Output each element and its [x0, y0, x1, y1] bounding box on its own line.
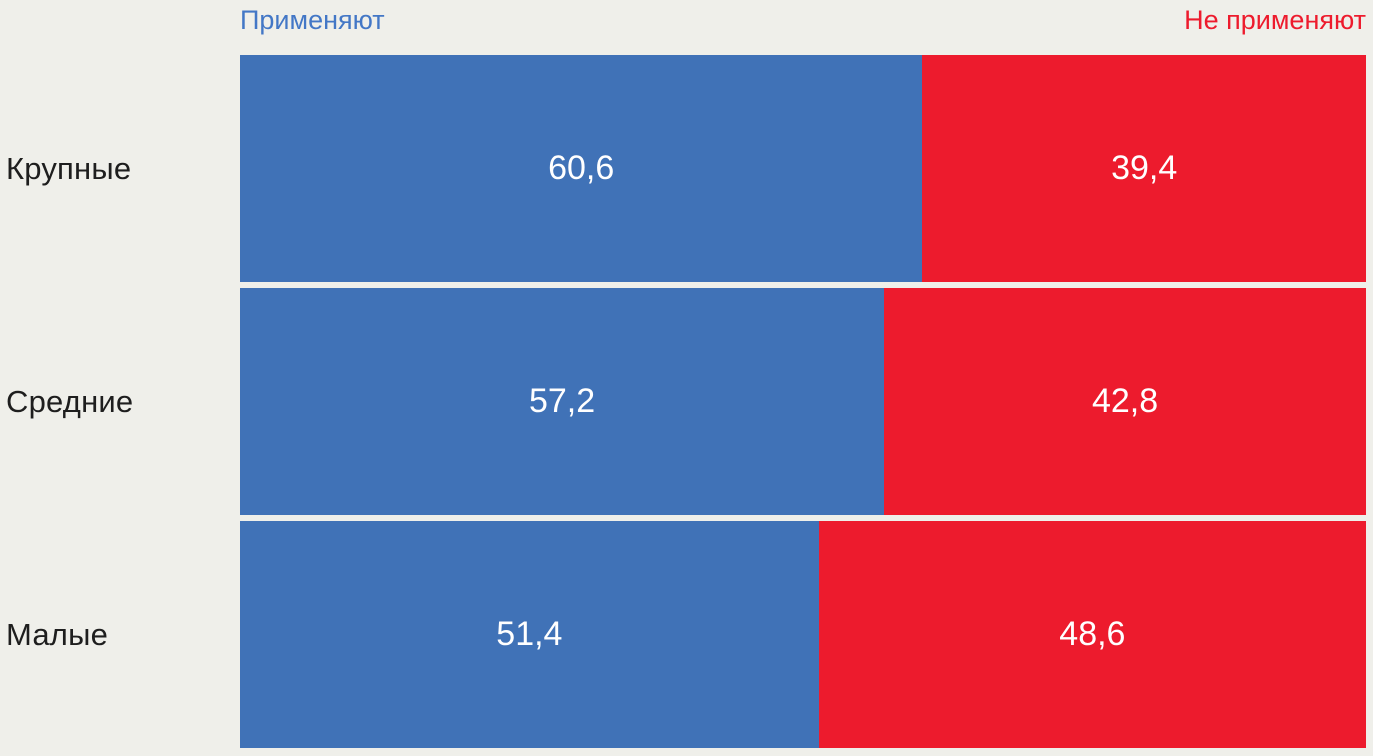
bar-large: 60,6 39,4 [240, 55, 1366, 282]
bar-segment-not-apply-small: 48,6 [818, 521, 1366, 748]
legend: Применяют Не применяют [240, 5, 1366, 36]
bar-medium: 57,2 42,8 [240, 288, 1366, 515]
category-label-large: Крупные [6, 150, 132, 186]
bar-segment-not-apply-large: 39,4 [922, 55, 1366, 282]
legend-item-not-apply: Не применяют [1184, 5, 1366, 35]
bar-small: 51,4 48,6 [240, 521, 1366, 748]
bar-segment-apply-small: 51,4 [240, 521, 819, 748]
bar-row-large: Крупные 60,6 39,4 [0, 55, 1373, 282]
category-label-medium: Средние [6, 383, 134, 419]
bar-row-medium: Средние 57,2 42,8 [0, 288, 1373, 515]
bar-segment-not-apply-medium: 42,8 [884, 288, 1366, 515]
bar-segment-apply-medium: 57,2 [240, 288, 885, 515]
bar-segment-apply-large: 60,6 [240, 55, 923, 282]
bar-row-small: Малые 51,4 48,6 [0, 521, 1373, 748]
legend-item-apply: Применяют [240, 5, 385, 35]
category-label-small: Малые [6, 616, 109, 652]
bars-area: Крупные 60,6 39,4 Средние 57,2 42,8 Малы… [0, 55, 1373, 748]
